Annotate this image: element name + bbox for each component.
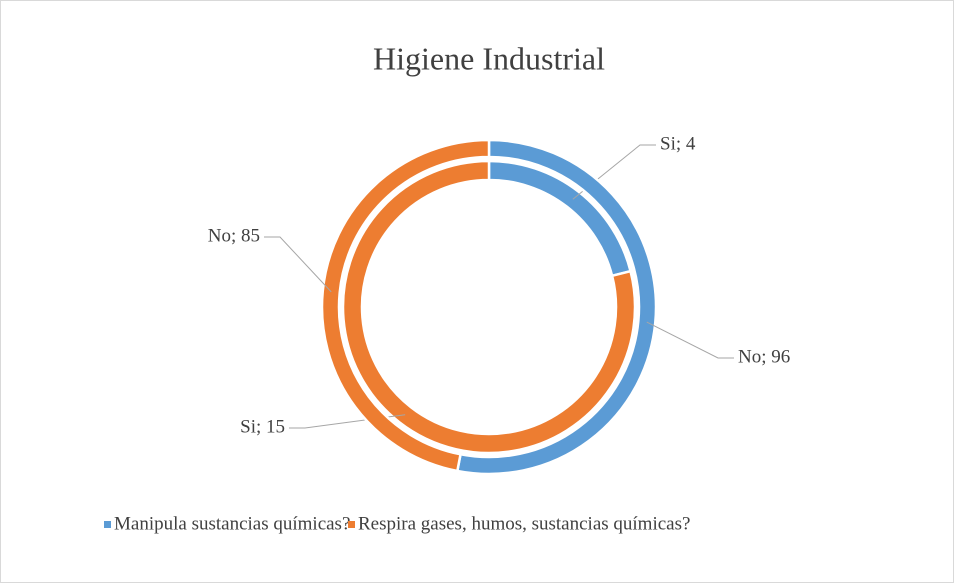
data-label: Si; 4 — [660, 133, 696, 154]
leader-line — [646, 321, 734, 359]
legend-label: Manipula sustancias químicas? — [114, 513, 350, 534]
chart-title: Higiene Industrial — [373, 40, 605, 76]
doughnut-segment — [341, 159, 637, 455]
legend-label: Respira gases, humos, sustancias química… — [358, 513, 690, 534]
leader-line — [264, 236, 332, 293]
data-label: Si; 15 — [240, 416, 285, 437]
doughnut-segment — [320, 138, 491, 473]
data-label: No; 85 — [208, 225, 260, 246]
data-label: No; 96 — [738, 346, 790, 367]
legend-swatch — [348, 521, 355, 528]
legend-swatch — [104, 521, 111, 528]
